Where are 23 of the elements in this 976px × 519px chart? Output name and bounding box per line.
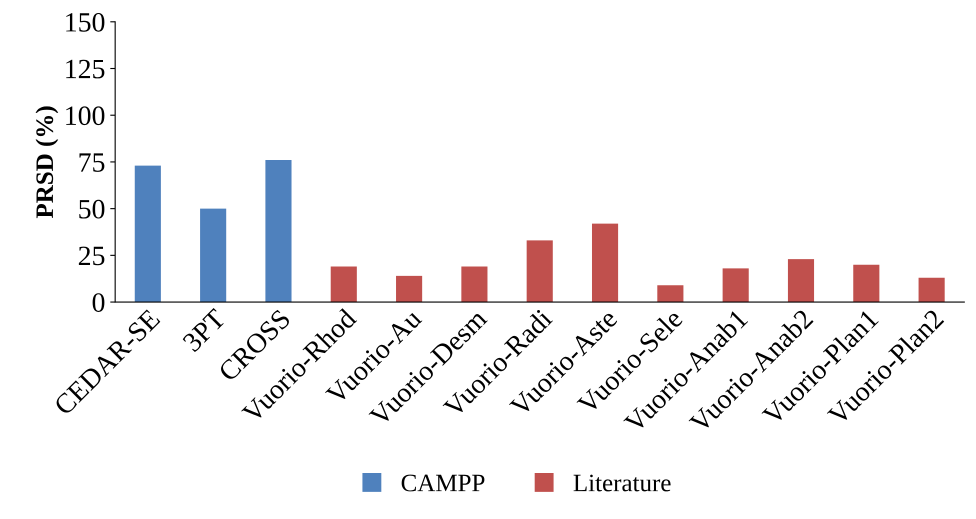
bar: [134, 166, 161, 302]
legend-label: CAMPP: [402, 474, 484, 492]
y-tick-label: 150: [66, 12, 104, 32]
y-tick-label: 25: [78, 246, 104, 266]
bar: [330, 266, 357, 302]
bar: [918, 278, 945, 302]
y-tick-label: 75: [80, 153, 104, 172]
bar: [396, 276, 422, 302]
bar: [526, 240, 553, 302]
bar: [657, 285, 684, 302]
y-tick-label: 100: [66, 106, 104, 126]
bar: [722, 268, 749, 302]
y-tick-label: 50: [79, 200, 104, 219]
y-tick-label: 125: [66, 60, 104, 78]
y-axis-title: PRSD (%): [36, 106, 58, 218]
bar: [265, 160, 292, 302]
bar: [788, 259, 814, 302]
bar: [592, 224, 618, 302]
bar: [853, 264, 880, 302]
bar: [461, 266, 488, 302]
y-tick-label: 0: [92, 293, 104, 312]
bar: [200, 208, 226, 302]
legend-label: Literature: [574, 474, 671, 492]
